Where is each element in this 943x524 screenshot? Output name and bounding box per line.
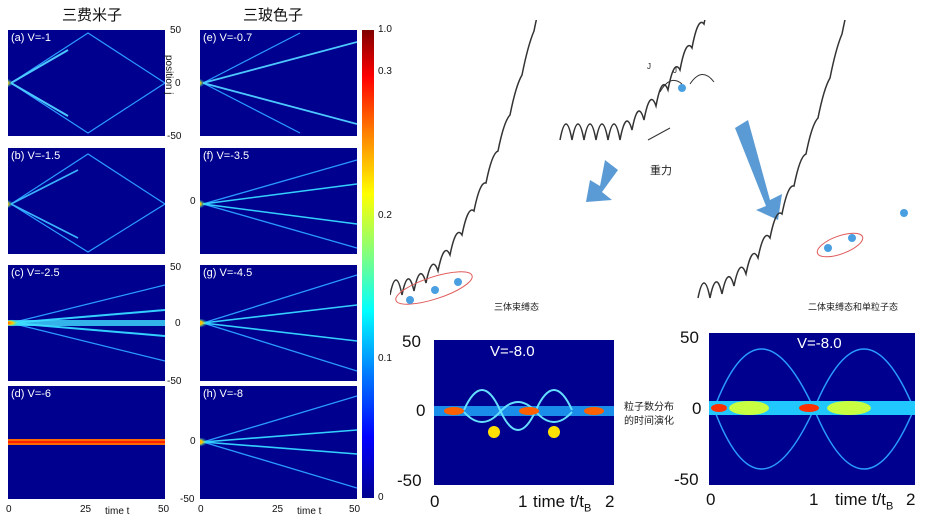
left-ytick-0: 0 bbox=[416, 401, 426, 420]
top-particle bbox=[678, 84, 686, 92]
heatmap-panel-h: (h) V=-8 bbox=[200, 386, 357, 499]
right-particle-1 bbox=[824, 244, 832, 252]
ytick-m50-h: -50 bbox=[180, 494, 195, 505]
panel-label-a: (a) V=-1 bbox=[11, 32, 52, 44]
panel-label-g: (g) V=-4.5 bbox=[203, 267, 253, 279]
right-ytick-50: 50 bbox=[680, 328, 699, 347]
panel-label-h: (h) V=-8 bbox=[203, 388, 244, 400]
right-time-label: time t/tB bbox=[835, 490, 893, 512]
left-time-subscript: B bbox=[584, 502, 592, 515]
density-caption-2: 的时间演化 bbox=[624, 416, 674, 427]
heatmap-c-graphic bbox=[8, 284, 165, 362]
colorbar bbox=[362, 30, 374, 498]
heatmap-panel-b: (b) V=-1.5 bbox=[8, 148, 165, 254]
density-left-graphic bbox=[434, 389, 614, 438]
right-particle-single bbox=[900, 209, 908, 217]
colorbar-tick-02: 0.2 bbox=[378, 210, 392, 221]
left-xtick-1: 1 bbox=[518, 492, 528, 511]
gravity-arrow bbox=[647, 127, 671, 141]
heatmap-panel-d: (d) V=-6 bbox=[8, 386, 165, 499]
ytick-m50-top: -50 bbox=[167, 131, 182, 142]
left-v-label: V=-8.0 bbox=[490, 343, 535, 360]
colorbar-tick-01: 0.1 bbox=[378, 353, 392, 364]
ytick-50-c: 50 bbox=[170, 262, 182, 273]
left-xtick-0: 0 bbox=[430, 492, 440, 511]
xtick-0-right: 0 bbox=[198, 504, 204, 515]
panel-label-c: (c) V=-2.5 bbox=[11, 267, 60, 279]
heatmap-panel-f: (f) V=-3.5 bbox=[200, 148, 357, 254]
left-particle-2 bbox=[431, 286, 439, 294]
left-particle-3 bbox=[454, 278, 462, 286]
fermion-column-title: 三费米子 bbox=[62, 7, 123, 24]
xtick-50-left: 50 bbox=[158, 504, 170, 515]
right-particle-2 bbox=[848, 234, 856, 242]
left-time-label: time t/tB bbox=[533, 492, 591, 514]
left-ytick-50: 50 bbox=[402, 332, 421, 351]
heatmap-panel-a: (a) V=-1 bbox=[8, 30, 165, 136]
panel-label-f: (f) V=-3.5 bbox=[203, 150, 250, 162]
heatmap-a-graphic bbox=[8, 32, 165, 134]
arrow-left-down bbox=[586, 160, 618, 202]
arrow-right-down bbox=[735, 120, 782, 220]
lattice-diagram bbox=[390, 20, 908, 305]
right-ytick-m50: -50 bbox=[674, 470, 699, 489]
three-bound-label: 三体束缚态 bbox=[494, 302, 540, 312]
xtick-25-right: 25 bbox=[272, 504, 284, 515]
hop-arrow-left bbox=[659, 79, 683, 93]
heatmap-e-graphic bbox=[200, 32, 357, 134]
heatmap-b-graphic bbox=[8, 153, 165, 253]
xtick-0-left: 0 bbox=[6, 504, 12, 515]
boson-column-title: 三玻色子 bbox=[243, 7, 304, 24]
heatmap-panel-g: (g) V=-4.5 bbox=[200, 265, 357, 381]
colorbar-tick-0: 0 bbox=[378, 492, 384, 503]
two-body-ellipse bbox=[816, 232, 864, 258]
panel-label-d: (d) V=-6 bbox=[11, 388, 52, 400]
colorbar-tick-1: 1.0 bbox=[378, 24, 392, 35]
density-heatmap-right: V=-8.0 bbox=[709, 333, 915, 485]
ytick-0-c: 0 bbox=[175, 318, 181, 329]
xtick-25-left: 25 bbox=[80, 504, 92, 515]
heatmap-f-graphic bbox=[200, 159, 357, 249]
two-bound-label: 二体束缚态和单粒子态 bbox=[808, 302, 899, 312]
right-xtick-1: 1 bbox=[809, 490, 819, 509]
right-lattice-wave bbox=[697, 20, 846, 299]
left-time-label-text: time t/t bbox=[533, 492, 585, 511]
gravity-label: 重力 bbox=[650, 165, 672, 177]
heatmap-panel-c: (c) V=-2.5 bbox=[8, 265, 165, 381]
three-body-ellipse bbox=[395, 271, 473, 305]
right-ytick-0: 0 bbox=[692, 399, 702, 418]
hop-arrow-right bbox=[689, 74, 715, 85]
ytick-0-h: 0 bbox=[190, 436, 196, 447]
top-lattice-wave bbox=[559, 20, 706, 141]
density-heatmap-left: V=-8.0 bbox=[434, 340, 614, 485]
heatmap-panel-e: (e) V=-0.7 bbox=[200, 30, 357, 136]
heatmap-g-graphic bbox=[200, 274, 357, 372]
right-time-label-text: time t/t bbox=[835, 490, 887, 509]
density-caption-1: 粒子数分布 bbox=[624, 402, 674, 413]
xlabel-left: time t bbox=[105, 506, 130, 517]
ytick-m50-c: -50 bbox=[167, 376, 182, 387]
left-particle-1 bbox=[406, 296, 414, 304]
position-axis-label: position j bbox=[163, 55, 174, 95]
ytick-0-top: 0 bbox=[175, 78, 181, 89]
left-xtick-2: 2 bbox=[605, 492, 615, 511]
left-ytick-m50: -50 bbox=[397, 471, 422, 490]
hop-label-1: J bbox=[673, 66, 677, 75]
colorbar-tick-03: 0.3 bbox=[378, 66, 392, 77]
heatmap-h-graphic bbox=[200, 395, 357, 489]
density-right-graphic bbox=[709, 348, 915, 470]
right-v-label: V=-8.0 bbox=[797, 335, 842, 352]
hop-label-2: J bbox=[647, 62, 651, 71]
xlabel-right: time t bbox=[297, 506, 322, 517]
ytick-50-top: 50 bbox=[170, 25, 182, 36]
right-xtick-2: 2 bbox=[906, 490, 916, 509]
ytick-0-b: 0 bbox=[190, 196, 196, 207]
xtick-50-right: 50 bbox=[349, 504, 361, 515]
heatmap-d-graphic bbox=[8, 439, 165, 445]
panel-label-b: (b) V=-1.5 bbox=[11, 150, 61, 162]
right-xtick-0: 0 bbox=[706, 490, 716, 509]
right-time-subscript: B bbox=[886, 500, 894, 513]
left-lattice-wave bbox=[390, 20, 538, 296]
panel-label-e: (e) V=-0.7 bbox=[203, 32, 253, 44]
